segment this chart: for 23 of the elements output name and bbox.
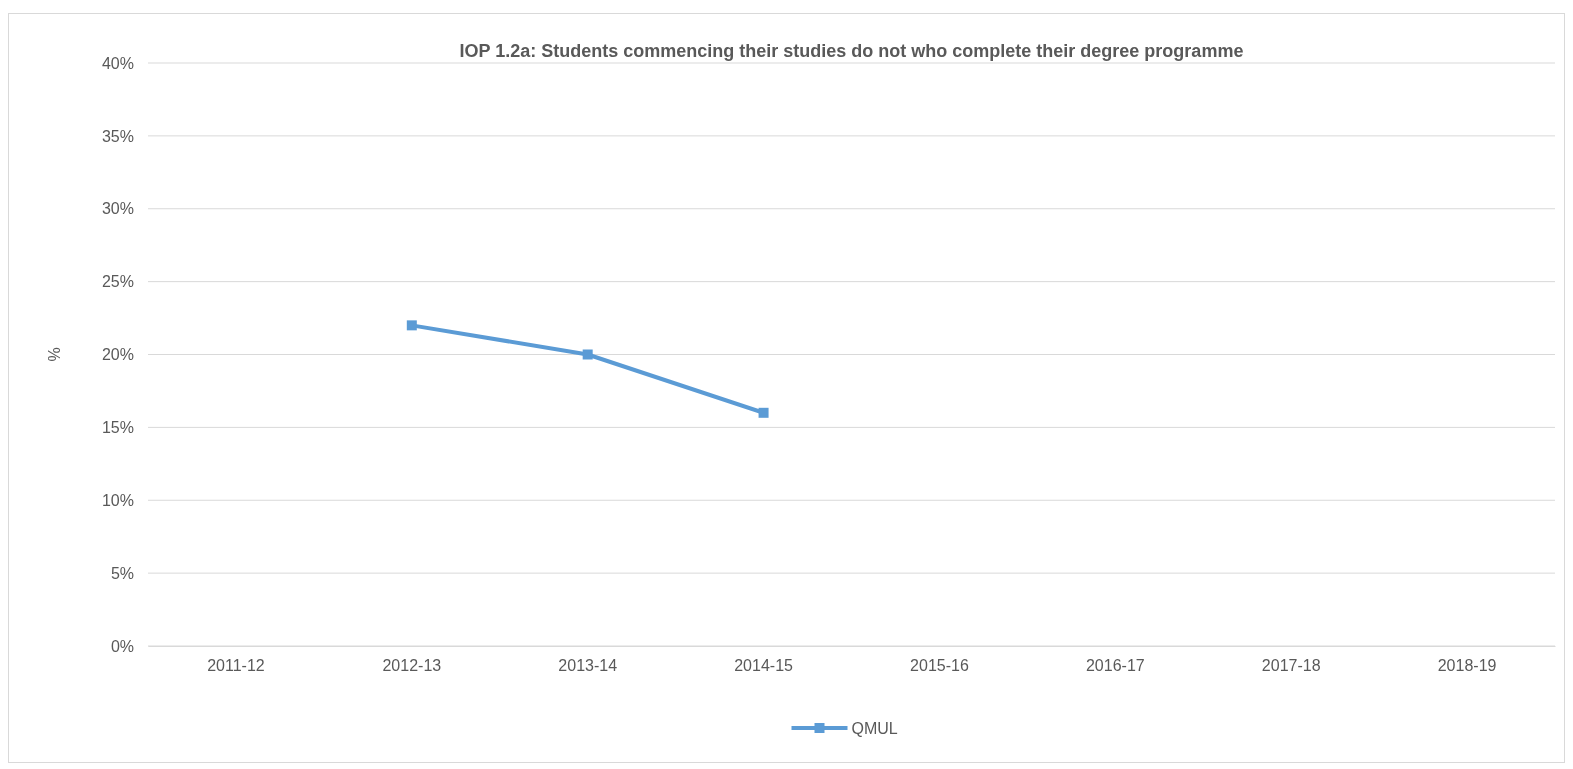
y-tick-label: 5% bbox=[110, 564, 134, 582]
x-tick-label: 2017-18 bbox=[1261, 657, 1321, 675]
x-tick-label: 2014-15 bbox=[734, 657, 794, 675]
x-tick-label: 2013-14 bbox=[558, 657, 618, 675]
y-tick-label: 20% bbox=[101, 346, 134, 364]
x-tick-label: 2018-19 bbox=[1437, 657, 1497, 675]
y-tick-label: 15% bbox=[101, 418, 134, 436]
y-tick-label: 10% bbox=[101, 491, 134, 509]
y-tick-label: 25% bbox=[101, 273, 134, 291]
y-tick-label: 30% bbox=[101, 200, 134, 218]
point bbox=[758, 407, 769, 418]
legend-label: QMUL bbox=[851, 720, 898, 737]
point bbox=[406, 320, 417, 331]
x-tick-label: 2011-12 bbox=[207, 657, 265, 675]
chart-title: IOP 1.2a: Students commencing their studies do not who complete their degree programme bbox=[459, 41, 1244, 61]
y-tick-label: 35% bbox=[101, 127, 134, 145]
y-tick-label: 0% bbox=[110, 637, 134, 655]
y-axis-title: % bbox=[46, 347, 63, 362]
point bbox=[582, 349, 593, 360]
x-tick-label: 2012-13 bbox=[382, 657, 442, 675]
x-tick-label: 2015-16 bbox=[910, 657, 969, 675]
x-tick-label: 2016-17 bbox=[1085, 657, 1145, 675]
y-tick-label: 40% bbox=[101, 54, 134, 72]
